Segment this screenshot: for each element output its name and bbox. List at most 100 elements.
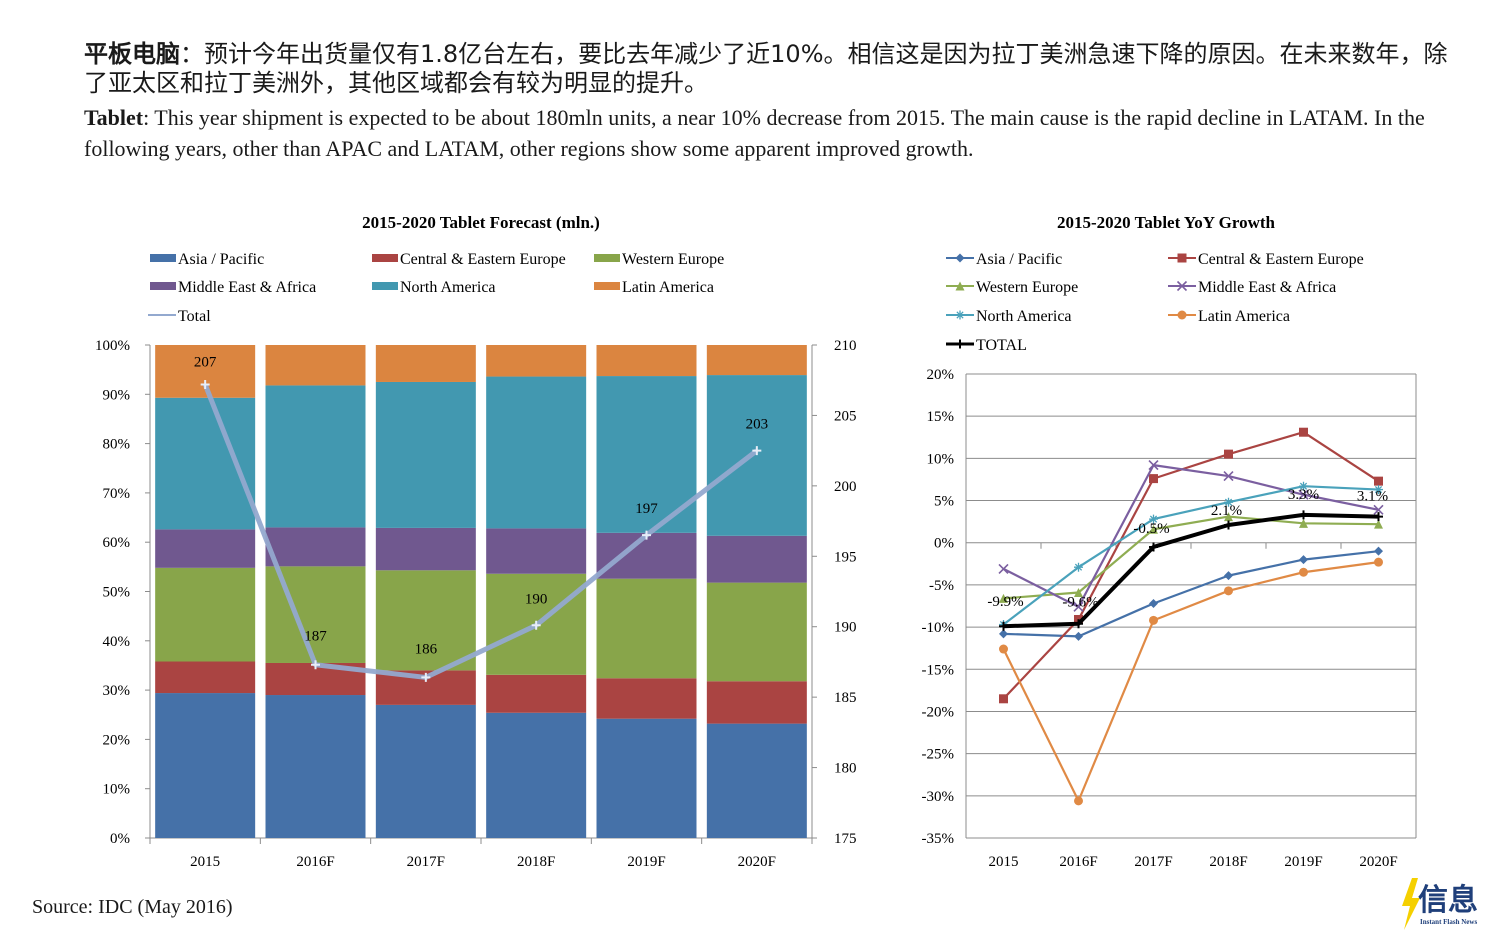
total-data-label: -0.5% xyxy=(1133,521,1169,537)
total-data-label: 207 xyxy=(194,354,217,370)
y-tick-label: 70% xyxy=(103,486,131,502)
data-point xyxy=(1224,512,1233,522)
data-point xyxy=(1074,619,1083,629)
bar-segment xyxy=(375,381,476,528)
total-data-label: 2.1% xyxy=(1211,503,1242,519)
data-point xyxy=(1299,518,1308,528)
total-data-label: 186 xyxy=(415,641,438,657)
bar-segment xyxy=(596,345,697,377)
data-point xyxy=(1373,504,1384,515)
en-text: : This year shipment is expected to be a… xyxy=(84,105,1425,161)
forecast-stacked-bar-chart: 2015-2020 Tablet Forecast (mln.) Asia / P… xyxy=(95,213,857,870)
bar-segment xyxy=(596,678,697,719)
x-tick-label: 2015 xyxy=(190,854,220,870)
total-data-label: 3.1% xyxy=(1357,489,1388,505)
y2-tick-label: 185 xyxy=(834,690,857,706)
legend-swatch-marker xyxy=(1177,310,1187,320)
y-tick-label: 15% xyxy=(927,409,955,425)
data-point xyxy=(1149,514,1158,524)
source-note: Source: IDC (May 2016) xyxy=(32,896,233,918)
data-point xyxy=(1074,631,1083,641)
legend-label: Latin America xyxy=(622,279,714,296)
bar-segment xyxy=(375,704,476,838)
y-tick-label: 50% xyxy=(103,585,131,601)
logo-text: 信息 xyxy=(1418,883,1478,918)
series-line xyxy=(1002,431,1380,700)
data-point xyxy=(1149,615,1158,625)
legend-label: North America xyxy=(976,308,1072,325)
data-point xyxy=(1299,555,1308,565)
legend-swatch xyxy=(372,254,398,262)
data-point xyxy=(1223,471,1234,482)
data-point xyxy=(1074,562,1083,572)
chart-title: 2015-2020 Tablet YoY Growth xyxy=(1057,213,1276,232)
legend-label: Total xyxy=(178,308,211,325)
legend-label: Latin America xyxy=(1198,308,1290,325)
total-line xyxy=(202,383,759,680)
bar-segment xyxy=(706,535,807,583)
y-tick-label: 90% xyxy=(103,387,131,403)
data-point xyxy=(1224,571,1233,581)
data-point xyxy=(999,644,1008,654)
data-point xyxy=(1374,519,1383,529)
data-point xyxy=(1299,567,1308,577)
legend-swatch-marker xyxy=(955,339,965,349)
data-point xyxy=(1299,510,1308,520)
zh-paragraph: 平板电脑：预计今年出货量仅有1.8亿台左右，要比去年减少了近10%。相信这是因为… xyxy=(84,40,1464,98)
x-tick-label: 2016F xyxy=(1059,854,1097,870)
bar-segment xyxy=(265,695,366,838)
y-tick-label: -15% xyxy=(922,662,955,678)
bar-segment xyxy=(375,345,476,382)
data-point xyxy=(1074,588,1083,598)
series-line xyxy=(1002,561,1379,802)
data-point xyxy=(1224,520,1233,530)
y-tick-label: -30% xyxy=(922,789,955,805)
bar-segment xyxy=(265,385,366,528)
y-tick-label: -10% xyxy=(922,620,955,636)
data-point xyxy=(998,563,1009,574)
bar-segment xyxy=(486,528,587,574)
total-data-label: 190 xyxy=(525,591,548,607)
y-tick-label: 80% xyxy=(103,437,131,453)
data-point xyxy=(1149,598,1158,608)
data-point xyxy=(1374,512,1383,522)
bar-segment xyxy=(265,527,366,567)
legend-swatch-marker xyxy=(955,310,965,320)
bar-segment xyxy=(155,693,256,838)
legend-swatch xyxy=(372,282,398,290)
x-tick-label: 2019F xyxy=(1284,854,1322,870)
x-tick-label: 2017F xyxy=(1134,854,1172,870)
data-point xyxy=(1073,601,1084,612)
legend-label: Middle East & Africa xyxy=(178,279,316,296)
y2-tick-label: 175 xyxy=(834,831,857,847)
y-tick-label: 0% xyxy=(110,831,130,847)
bar-segment xyxy=(706,681,807,724)
legend-label: Western Europe xyxy=(976,279,1078,296)
y-tick-label: -25% xyxy=(922,747,955,763)
en-paragraph: Tablet: This year shipment is expected t… xyxy=(84,102,1464,164)
legend-swatch-marker xyxy=(1176,280,1188,292)
legend-label: TOTAL xyxy=(976,337,1027,354)
data-point xyxy=(1149,474,1158,484)
x-tick-label: 2020F xyxy=(738,854,776,870)
total-point xyxy=(200,379,210,389)
bar-segment xyxy=(155,567,256,662)
lightning-bolt-icon xyxy=(1402,878,1420,930)
bar-segment xyxy=(375,527,476,571)
x-tick-label: 2019F xyxy=(627,854,665,870)
y-tick-label: -20% xyxy=(922,704,955,720)
bar-segment xyxy=(596,578,697,679)
total-data-label: 187 xyxy=(304,629,327,645)
legend-swatch-marker xyxy=(1177,253,1187,263)
data-point xyxy=(1374,485,1383,495)
x-tick-label: 2018F xyxy=(1209,854,1247,870)
en-bold-label: Tablet xyxy=(84,105,144,130)
total-data-label: -9.6% xyxy=(1062,595,1098,611)
bar-segment xyxy=(265,345,366,386)
series-line xyxy=(1003,464,1379,608)
yoy-growth-line-chart: 2015-2020 Tablet YoY Growth Asia / Pacifi… xyxy=(922,213,1417,870)
total-point xyxy=(421,672,431,682)
legend-swatch xyxy=(150,254,176,262)
series-line xyxy=(1002,485,1379,626)
total-data-label: 197 xyxy=(635,501,658,517)
